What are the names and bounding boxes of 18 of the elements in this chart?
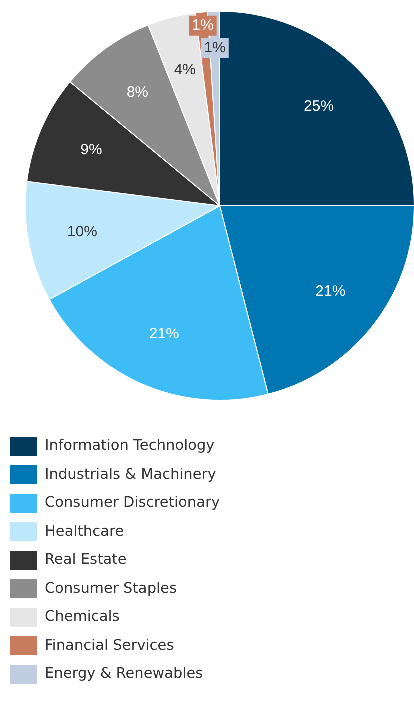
legend-label: Consumer Staples: [45, 580, 178, 597]
data-label: 21%: [149, 326, 180, 343]
data-label: 10%: [67, 223, 98, 240]
data-label: 1%: [192, 17, 214, 34]
data-label: 1%: [204, 40, 226, 57]
data-label: 4%: [174, 62, 196, 78]
data-label: 8%: [126, 84, 149, 101]
legend-label: Healthcare: [45, 524, 124, 540]
data-label: 9%: [80, 142, 102, 159]
legend-label: Financial Services: [45, 638, 174, 654]
legend-label: Consumer Discretionary: [45, 495, 220, 512]
legend-label: Chemicals: [45, 609, 120, 626]
legend-label: Real Estate: [45, 552, 127, 568]
legend-label: Information Technology: [45, 438, 215, 454]
data-label: 21%: [316, 282, 346, 300]
data-label: 25%: [304, 98, 334, 116]
legend-label: Energy & Renewables: [45, 666, 204, 682]
legend-label: Industrials & Machinery: [45, 466, 216, 483]
